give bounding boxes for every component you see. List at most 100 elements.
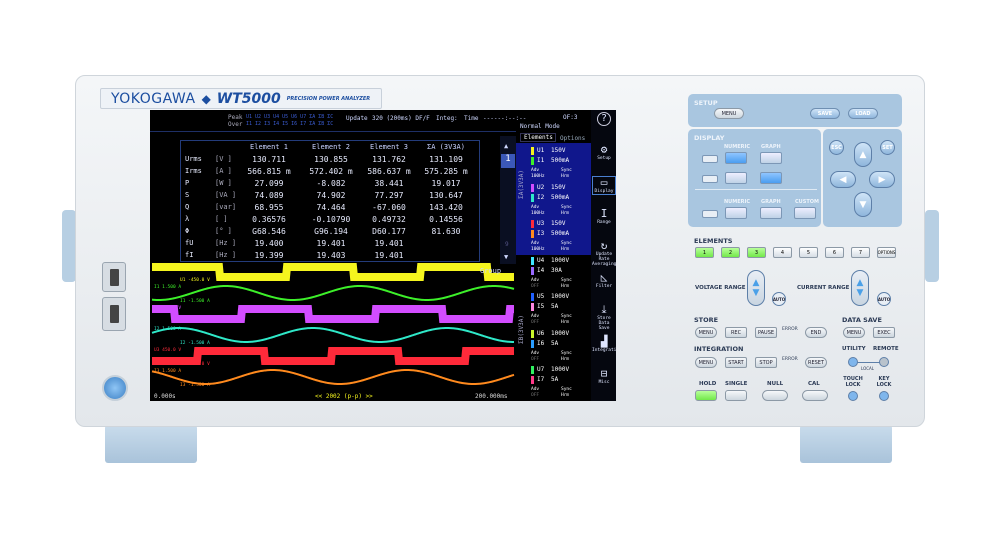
side-menu-item-integration[interactable]: ▟Integration <box>592 336 616 354</box>
cal-button[interactable] <box>802 390 828 401</box>
element-button-2[interactable]: 2 <box>721 247 740 258</box>
save-button[interactable]: SAVE <box>810 108 840 119</box>
integration-start-button[interactable]: START <box>725 357 747 368</box>
data-save-exec-button[interactable]: EXEC <box>873 327 895 338</box>
element-button-5[interactable]: 5 <box>799 247 818 258</box>
element-button-options[interactable]: OPTIONS <box>877 247 896 258</box>
integration-stop-button[interactable]: STOP <box>755 357 777 368</box>
waveform-display[interactable]: U1 450.0 V U1 -450.0 VI1 1.500 A I1 -1.500… <box>150 262 516 391</box>
current-up-icon[interactable]: ▲ <box>856 278 864 288</box>
display-numeric-3-key[interactable] <box>725 207 747 219</box>
utility-button[interactable] <box>848 357 858 367</box>
side-menu-item-display[interactable]: ▭ Display <box>592 176 616 195</box>
scroll-down-icon[interactable]: ▼ <box>504 253 509 261</box>
side-menu-item-filter[interactable]: ◺ Filter <box>592 272 616 290</box>
scroll-up-icon[interactable]: ▲ <box>504 142 509 150</box>
hold-button[interactable] <box>695 390 717 401</box>
arrow-right-icon[interactable]: ▶ <box>869 171 895 188</box>
tab-elements[interactable]: Elements <box>520 133 556 142</box>
freq-filter: 100Hz <box>531 247 545 252</box>
usb-port-1[interactable] <box>102 262 126 292</box>
table-cell: G68.546 <box>252 227 286 236</box>
key-lock-button[interactable] <box>879 391 889 401</box>
voltage-down-icon[interactable]: ▼ <box>752 288 760 298</box>
element-button-3[interactable]: 3 <box>747 247 766 258</box>
setup-menu-button[interactable]: MENU <box>714 108 744 119</box>
waveform-trace <box>152 263 514 281</box>
set-button[interactable]: SET <box>880 140 895 155</box>
element-item[interactable]: U6 1000V I6 5A Adv OFF Sync Hrm <box>517 329 590 363</box>
side-menu-item-range[interactable]: I Range <box>592 208 616 226</box>
integration-reset-button[interactable]: RESET <box>805 357 827 368</box>
remote-label: REMOTE <box>873 346 899 352</box>
data-save-title: DATA SAVE <box>842 316 882 324</box>
update-value: 320 (200ms) DF/F <box>372 115 430 122</box>
page-scrollbar[interactable]: ▲ 1 9 ▼ <box>500 136 516 264</box>
voltage-auto-button[interactable]: AUTO <box>772 292 786 306</box>
trace-max-label: I2 1.500 A <box>154 326 181 332</box>
store-rec-button[interactable]: REC <box>725 327 747 338</box>
display-custom-key[interactable] <box>794 207 816 219</box>
element-item[interactable]: U5 1000V I5 5A Adv OFF Sync Hrm <box>517 292 590 326</box>
display-graph-3-key[interactable] <box>760 207 782 219</box>
store-pause-button[interactable]: PAUSE <box>755 327 777 338</box>
usb-port-2[interactable] <box>102 297 126 331</box>
voltage-up-icon[interactable]: ▲ <box>752 278 760 288</box>
side-menu-item-setup[interactable]: ⚙ Setup <box>592 144 616 162</box>
current-down-icon[interactable]: ▼ <box>856 288 864 298</box>
line-filter: Adv <box>531 241 540 246</box>
refresh-icon: ↻ <box>600 239 608 252</box>
side-menu-item-store-data-save[interactable]: ⤓ Store Data Save <box>592 304 616 332</box>
element-button-4[interactable]: 4 <box>773 247 792 258</box>
arrow-up-icon[interactable]: ▲ <box>854 142 872 167</box>
voltage-range-label: VOLTAGE RANGE <box>695 285 746 291</box>
voltage-range-updown[interactable]: ▲ ▼ <box>747 270 765 306</box>
display-row-3-key[interactable] <box>702 210 718 218</box>
touch-lock-button[interactable] <box>848 391 858 401</box>
element-button-7[interactable]: 7 <box>851 247 870 258</box>
element-item[interactable]: U4 1000V I4 30A Adv OFF Sync Hrm <box>517 256 590 290</box>
element-item[interactable]: U3 150V I3 500mA Adv 100Hz Sync Hrm <box>517 219 590 253</box>
display-numeric-1-key[interactable] <box>725 152 747 164</box>
display-row-1-key[interactable] <box>702 155 718 163</box>
trace-max-label: I3 1.500 A <box>154 368 181 374</box>
load-button[interactable]: LOAD <box>848 108 878 119</box>
element-button-6[interactable]: 6 <box>825 247 844 258</box>
integration-menu-button[interactable]: MENU <box>695 357 717 368</box>
column-header: Element 3 <box>370 143 408 151</box>
store-end-button[interactable]: END <box>805 327 827 338</box>
display-row-2-key[interactable] <box>702 175 718 183</box>
element-item[interactable]: U1 150V I1 500mA Adv 100Hz Sync Hrm <box>517 146 590 180</box>
current-auto-button[interactable]: AUTO <box>877 292 891 306</box>
tab-options[interactable]: Options <box>560 135 586 142</box>
display-graph-2-key[interactable] <box>760 172 782 184</box>
voltage-range: 150V <box>551 220 566 227</box>
current-range-updown[interactable]: ▲ ▼ <box>851 270 869 306</box>
display-graph-1-key[interactable] <box>760 152 782 164</box>
freq-filter: 100Hz <box>531 210 545 216</box>
touch-screen[interactable]: Peak U1 U2 U3 U4 U5 U6 U7 ΣA ΣB ΣC Over … <box>150 110 616 401</box>
side-menu-item-update-rate-averaging[interactable]: ↻ Update Rate Averaging <box>592 239 616 268</box>
element-button-1[interactable]: 1 <box>695 247 714 258</box>
arrow-left-icon[interactable]: ◀ <box>830 171 856 188</box>
store-menu-button[interactable]: MENU <box>695 327 717 338</box>
element-item[interactable]: U7 1000V I7 5A Adv OFF Sync Hrm <box>517 365 590 399</box>
arrow-down-icon[interactable]: ▼ <box>854 192 872 217</box>
null-label: NULL <box>767 381 784 387</box>
side-menu-item-misc[interactable]: ⊟ Misc <box>592 368 616 386</box>
null-button[interactable] <box>762 390 788 401</box>
numeric-label-1: NUMERIC <box>724 144 751 150</box>
display-numeric-2-key[interactable] <box>725 172 747 184</box>
esc-button[interactable]: ESC <box>829 140 844 155</box>
page-indicator[interactable]: 1 <box>501 154 515 168</box>
data-save-menu-button[interactable]: MENU <box>843 327 865 338</box>
element-item[interactable]: U2 150V I2 500mA Adv 100Hz Sync Hrm <box>517 183 590 217</box>
table-cell: 19.403 <box>316 251 346 260</box>
power-button[interactable] <box>102 375 128 401</box>
table-cell: 572.402 m <box>309 167 353 176</box>
model-subtitle: PRECISION POWER ANALYZER <box>286 95 371 102</box>
single-button[interactable] <box>725 390 747 401</box>
logo-strip: YOKOGAWA ◆ WT5000 PRECISION POWER ANALYZ… <box>100 88 382 109</box>
side-menu-item-help[interactable]: ? <box>592 112 616 126</box>
frame-label: OF:3 <box>563 114 578 121</box>
